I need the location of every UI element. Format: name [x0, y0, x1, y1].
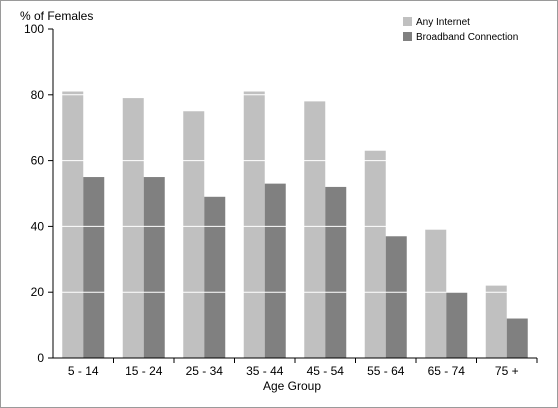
bars: [62, 91, 528, 358]
x-tick-label: 5 - 14: [68, 364, 99, 378]
bar-any-internet: [364, 150, 386, 358]
bar-any-internet: [485, 285, 507, 358]
gridlines: [53, 28, 537, 293]
bar-broadband: [385, 236, 407, 358]
bar-broadband: [143, 177, 165, 358]
x-tick-label: 45 - 54: [307, 364, 345, 378]
bar-broadband: [325, 186, 347, 358]
y-tick-label: 20: [31, 285, 45, 299]
bar-broadband: [83, 177, 105, 358]
bar-any-internet: [183, 111, 205, 358]
x-tick-label: 25 - 34: [186, 364, 224, 378]
bar-any-internet: [122, 98, 144, 358]
legend-swatch: [403, 17, 412, 26]
axes: 0 20 40 60 80 100 5 - 14 15 - 24 25 - 34 35 - 44 4…: [24, 22, 538, 378]
bar-broadband: [204, 196, 226, 358]
x-axis-title: Age Group: [263, 379, 321, 393]
y-tick-label: 40: [31, 219, 45, 233]
bar-any-internet: [425, 229, 447, 358]
legend-label: Any Internet: [416, 17, 470, 28]
bar-any-internet: [304, 101, 326, 358]
y-tick-label: 0: [37, 351, 44, 365]
legend-swatch: [403, 32, 412, 41]
y-tick-label: 60: [31, 154, 45, 168]
legend-label: Broadband Connection: [416, 32, 518, 43]
x-tick-label: 15 - 24: [125, 364, 163, 378]
x-tick-label: 75 +: [495, 364, 519, 378]
bar-broadband: [506, 318, 528, 358]
bar-broadband: [446, 292, 468, 358]
bar-broadband: [264, 183, 286, 358]
x-tick-label: 65 - 74: [428, 364, 466, 378]
y-tick-label: 80: [31, 88, 45, 102]
bar-any-internet: [243, 91, 265, 358]
y-tick-label: 100: [24, 22, 44, 36]
x-tick-label: 55 - 64: [367, 364, 405, 378]
bar-any-internet: [62, 91, 84, 358]
x-tick-label: 35 - 44: [246, 364, 284, 378]
y-axis-title: % of Females: [20, 9, 93, 23]
legend: Any Internet Broadband Connection: [403, 17, 518, 43]
